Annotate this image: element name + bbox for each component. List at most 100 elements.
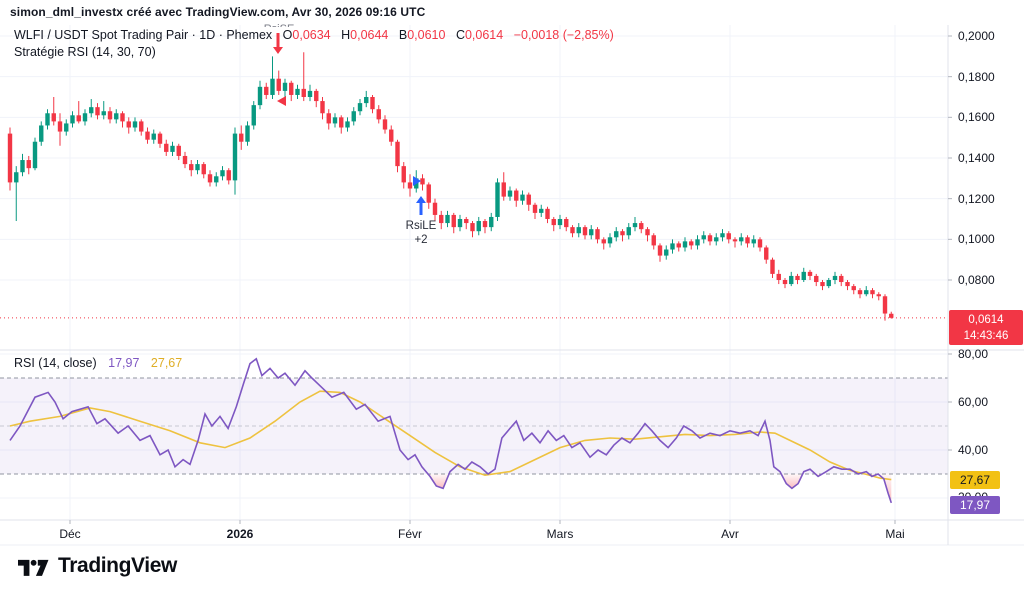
candle-body — [757, 239, 763, 248]
candle-body — [345, 121, 350, 128]
candle-body — [51, 113, 56, 122]
candle-body — [470, 223, 475, 232]
candle-body — [595, 229, 600, 240]
candle-body — [95, 107, 100, 116]
candle-body — [545, 208, 550, 219]
entry-marker-label: RsiLE +2 — [406, 220, 437, 246]
candle-body — [251, 105, 256, 126]
candle-body — [714, 237, 719, 242]
candle-body — [226, 170, 231, 181]
candle-body — [720, 233, 725, 238]
price-tick-label: 0,1800 — [958, 69, 995, 84]
candle-body — [795, 275, 800, 280]
candle-body — [289, 82, 294, 95]
candle-body — [845, 282, 850, 287]
candle-body — [57, 121, 63, 132]
watermark-text: simon_dml_investx créé avec TradingView.… — [10, 5, 426, 19]
exit-triangle-icon — [277, 96, 286, 106]
candle-body — [695, 239, 700, 246]
candle-body — [101, 111, 106, 116]
candle-body — [870, 290, 875, 295]
candle-body — [395, 141, 400, 167]
rsi-tick-label: 40,00 — [958, 443, 989, 457]
candle-body — [351, 111, 356, 122]
tradingview-logo-icon — [18, 559, 49, 576]
candle-body — [426, 184, 431, 203]
candle-body — [357, 103, 363, 112]
last-price-label: 0,0614 14:43:46 — [949, 310, 1023, 345]
candle-body — [332, 117, 338, 124]
candle-body — [182, 155, 188, 165]
low-label: B — [398, 28, 408, 42]
rsi-oversold-fill — [878, 474, 892, 503]
candle-body — [70, 115, 75, 124]
candle-body — [76, 115, 81, 122]
candle-body — [89, 107, 94, 114]
rsi-axis-label: 17,97 — [950, 496, 1000, 514]
time-axis-label: Avr — [721, 527, 739, 541]
candle-body — [664, 249, 669, 256]
candle-body — [270, 78, 275, 95]
candle-body — [751, 239, 756, 244]
candle-body — [420, 178, 425, 185]
candle-body — [657, 245, 663, 256]
candle-body — [464, 218, 469, 224]
candle-body — [82, 113, 88, 122]
candle-body — [476, 221, 481, 232]
candle-body — [507, 190, 513, 197]
time-axis-label: Mai — [885, 527, 905, 541]
candle-body — [651, 235, 656, 246]
close-value: 0,0614 — [464, 28, 504, 42]
candle-body — [807, 271, 813, 276]
candle-body — [532, 204, 538, 213]
candle-body — [814, 275, 819, 283]
candle-body — [614, 231, 619, 238]
candle-body — [682, 241, 688, 248]
rsi-ma-value: 27,67 — [150, 356, 183, 370]
candle-body — [264, 86, 269, 95]
candle-body — [495, 182, 500, 217]
candles — [7, 52, 894, 321]
tradingview-logo[interactable]: TradingView — [18, 554, 177, 578]
candle-body — [339, 117, 344, 128]
candle-body — [739, 237, 744, 242]
open-value: 0,0634 — [292, 28, 331, 42]
candle-body — [570, 227, 575, 234]
candle-body — [514, 190, 519, 201]
high-label: H — [341, 28, 351, 42]
candle-body — [632, 223, 638, 228]
bar-countdown: 14:43:46 — [963, 330, 1009, 342]
rsi-legend[interactable]: RSI (14, close) 17,97 27,67 — [14, 356, 182, 370]
candle-body — [282, 82, 288, 91]
candle-body — [376, 109, 381, 120]
high-value: 0,0644 — [350, 28, 389, 42]
candle-body — [789, 275, 794, 285]
candle-body — [676, 243, 681, 248]
candle-body — [432, 202, 438, 215]
candle-body — [39, 125, 44, 142]
last-price-value: 0,0614 — [968, 314, 1004, 326]
candle-body — [389, 129, 394, 142]
sell-signal-label-clipped: RsiSE — [258, 19, 300, 27]
candle-body — [32, 141, 38, 169]
time-axis-label: Déc — [59, 527, 81, 541]
candle-body — [239, 133, 244, 142]
candle-body — [195, 164, 200, 171]
candle-body — [776, 273, 781, 280]
low-value: 0,0610 — [407, 28, 446, 42]
candle-body — [407, 182, 413, 189]
candle-body — [107, 111, 113, 120]
candle-body — [45, 113, 50, 126]
candle-body — [770, 259, 775, 274]
candle-body — [539, 208, 544, 213]
candle-body — [564, 218, 569, 228]
candle-body — [670, 243, 675, 250]
close-label: C — [455, 28, 465, 42]
rsi-tick-label: 80,00 — [958, 347, 989, 361]
strategy-legend[interactable]: Stratégie RSI (14, 30, 70) — [14, 45, 156, 59]
candle-body — [645, 229, 650, 236]
candle-body — [126, 121, 131, 128]
candle-body — [370, 96, 375, 110]
main-legend[interactable]: WLFI / USDT Spot Trading Pair · 1D · Phe… — [14, 28, 614, 42]
